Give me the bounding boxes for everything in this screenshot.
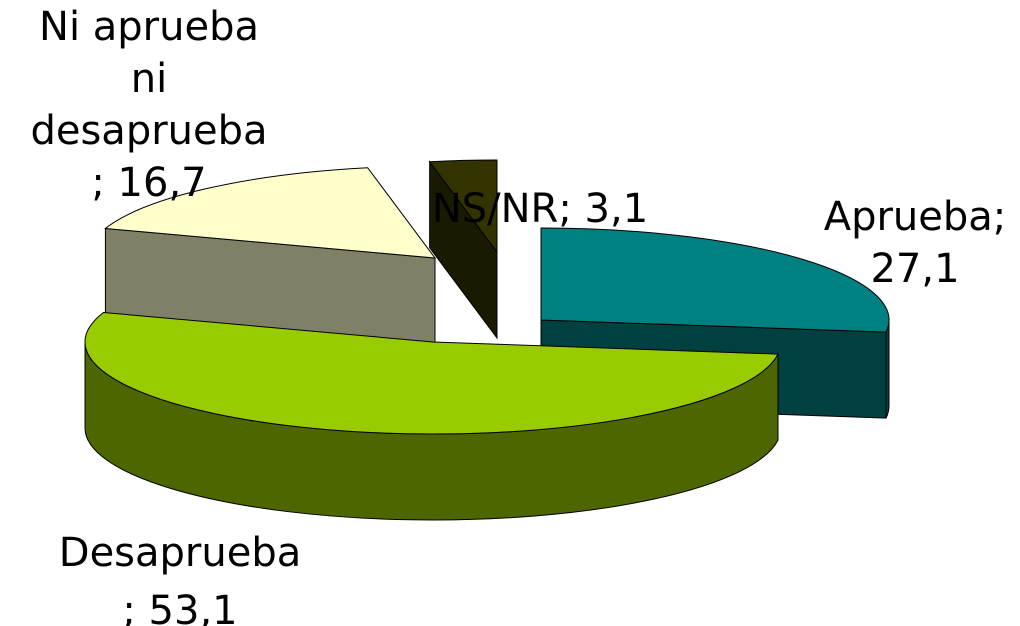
data-label-line: Ni aprueba [39,4,259,50]
slice-tops [84,159,890,435]
data-label-line: NS/NR; 3,1 [432,186,648,232]
slice-desaprueba [84,311,779,435]
data-label-line: ; 53,1 [122,588,237,626]
data-label-ns-nr: NS/NR; 3,1 [432,186,648,232]
data-label-line: ; 16,7 [91,160,206,206]
data-label-line: 27,1 [870,246,959,292]
data-label-ni-aprueba-ni-desaprueba: Ni aprueba ni desaprueba ; 16,7 [30,4,267,206]
slice-ni-aprueba-ni-desaprueba [104,167,437,259]
data-label-line: Desaprueba [59,530,301,576]
slice-ns-nr [428,159,498,254]
data-label-line: ni [131,56,167,102]
data-label-line: desaprueba [30,108,267,154]
data-label-desaprueba: Desaprueba ; 53,1 [59,530,301,626]
slice-aprueba [540,227,890,333]
slice-side-aprueba [885,319,890,419]
data-label-line: Aprueba; [824,194,1007,240]
data-label-aprueba: Aprueba; 27,1 [824,194,1007,292]
slice-labels: Aprueba; 27,1 Desaprueba ; 53,1 Ni aprueba ni… [30,4,1006,626]
